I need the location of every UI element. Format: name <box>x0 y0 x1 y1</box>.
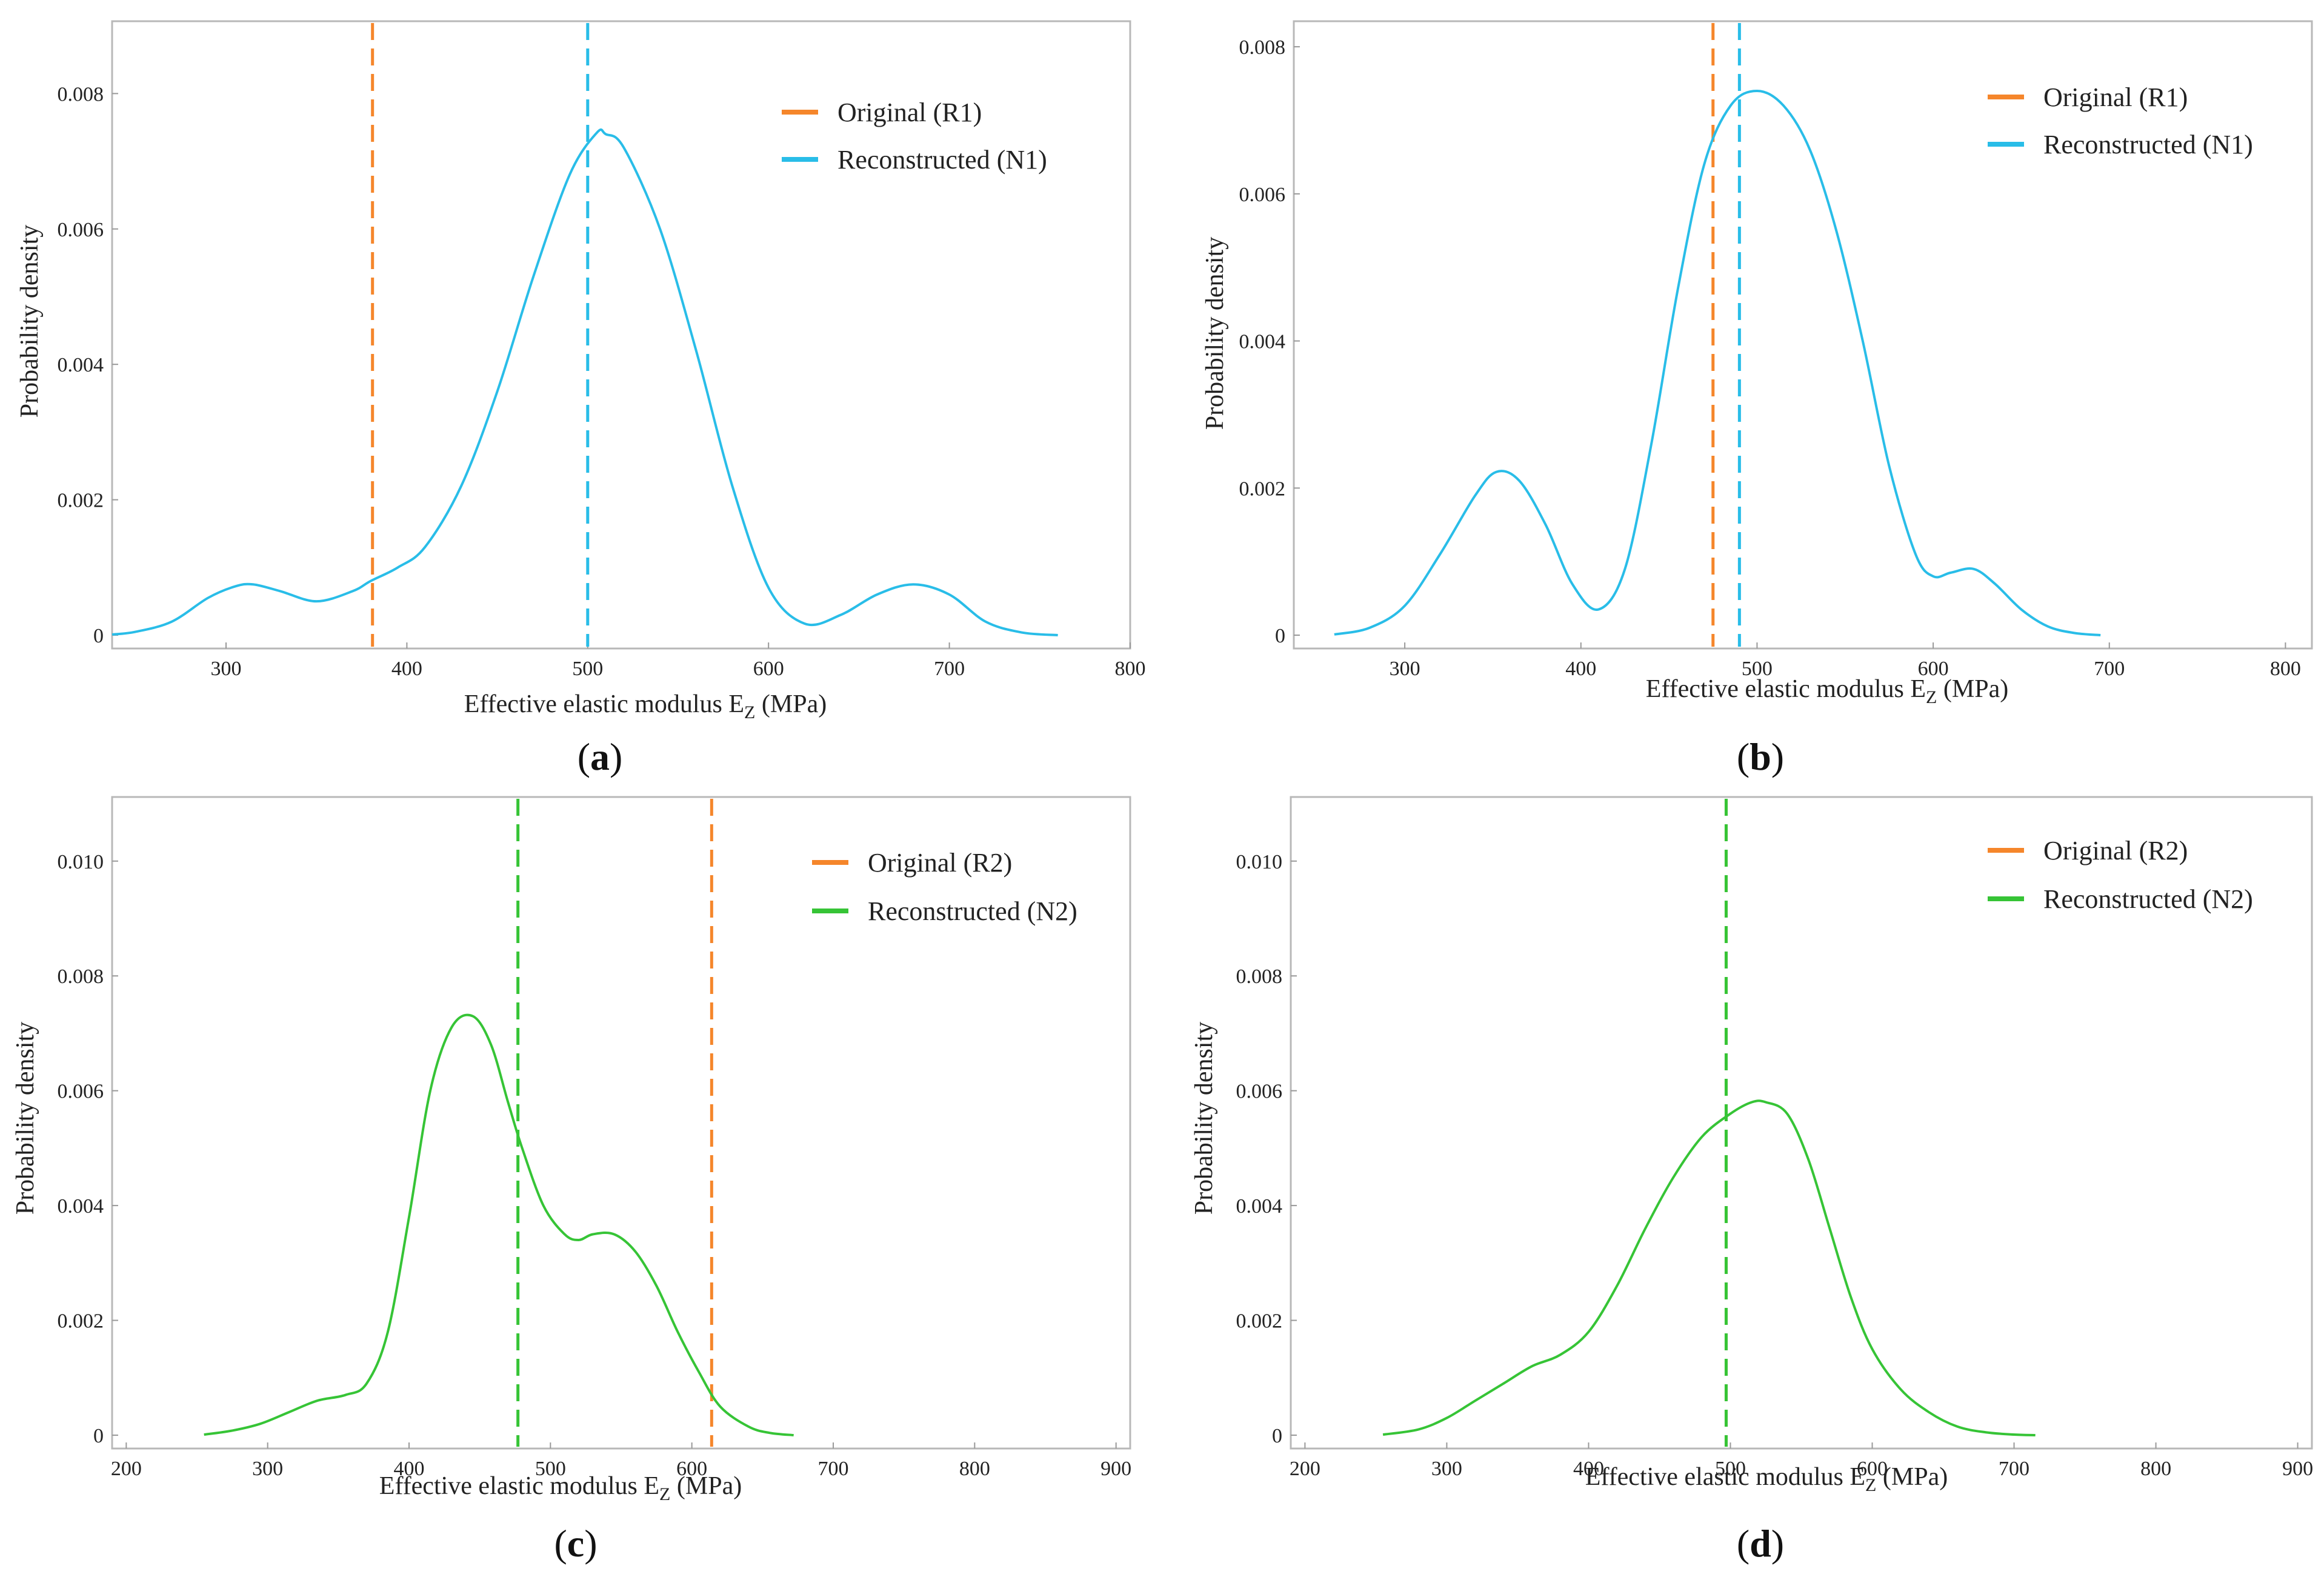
x-tick-label: 200 <box>111 1458 142 1480</box>
y-axis-title: Probability density <box>1201 237 1229 430</box>
x-tick-label: 700 <box>1999 1458 2029 1480</box>
panel-label-a: (a) <box>578 735 623 778</box>
x-tick-label: 400 <box>394 1458 425 1480</box>
legend-original-label: Original (R1) <box>837 98 982 127</box>
y-axis-title: Probability density <box>16 225 44 418</box>
x-tick-label: 500 <box>535 1458 566 1480</box>
y-tick-label: 0 <box>93 625 104 647</box>
y-tick-label: 0.006 <box>58 219 104 241</box>
y-tick-label: 0 <box>93 1425 104 1447</box>
panel-a-chart: 300 400 500 600 700 80000.0020.0040.0060.008 … <box>16 20 1146 778</box>
y-tick-label: 0.002 <box>58 1310 104 1333</box>
legend-reconstructed-label: Reconstructed (N1) <box>2043 130 2253 159</box>
y-tick-label: 0.008 <box>58 83 104 105</box>
x-tick-label: 700 <box>818 1458 849 1480</box>
y-tick-label: 0.002 <box>58 490 104 512</box>
density-curve <box>1382 1099 2036 1436</box>
panel-label-d: (d) <box>1737 1522 1784 1565</box>
x-tick-label: 300 <box>1390 658 1420 680</box>
y-tick-label: 0 <box>1275 625 1285 647</box>
x-tick-label: 300 <box>210 658 241 680</box>
legend-original-label: Original (R1) <box>2043 82 2188 112</box>
x-tick-label: 600 <box>1918 658 1949 680</box>
y-tick-label: 0 <box>1272 1425 1282 1447</box>
panel-d-chart: 200 300 400 500 600 700 800 900 0 0.002 0.004 0.006… <box>1190 796 2313 1565</box>
y-tick-label: 0.002 <box>1236 1310 1283 1333</box>
x-tick-label: 800 <box>1115 658 1146 680</box>
legend-reconstructed-label: Reconstructed (N2) <box>868 896 1077 926</box>
y-tick-label: 0.010 <box>1236 851 1283 873</box>
panel-a-frame <box>111 20 1131 650</box>
density-curve <box>204 1013 794 1436</box>
x-tick-label: 600 <box>753 658 784 680</box>
x-axis-title: Effective elastic modulus EZ (MPa) <box>464 690 827 722</box>
x-tick-label: 700 <box>934 658 965 680</box>
panel-b-chart: 300 400 500 600 700 80000.0020.0040.0060.008 … <box>1201 20 2313 778</box>
y-tick-label: 0.010 <box>58 851 104 873</box>
y-tick-label: 0.008 <box>1236 965 1283 988</box>
x-tick-label: 700 <box>2094 658 2125 680</box>
x-tick-label: 500 <box>1715 1458 1746 1480</box>
y-tick-label: 0.004 <box>1236 1195 1283 1218</box>
x-tick-label: 900 <box>2282 1458 2313 1480</box>
x-tick-label: 300 <box>1431 1458 1462 1480</box>
y-tick-label: 0.006 <box>58 1081 104 1103</box>
density-curve <box>112 128 1058 636</box>
y-tick-label: 0.004 <box>1239 331 1286 353</box>
panel-d-frame <box>1290 796 2313 1450</box>
x-tick-label: 800 <box>2270 658 2301 680</box>
legend-original-label: Original (R2) <box>868 848 1012 878</box>
y-tick-label: 0.006 <box>1236 1081 1283 1103</box>
x-axis-title: Effective elastic modulus EZ (MPa) <box>1585 1463 1948 1495</box>
y-axis-title: Probability density <box>12 1022 39 1215</box>
x-axis-title: Effective elastic modulus EZ (MPa) <box>1646 675 2008 707</box>
y-tick-label: 0.002 <box>1239 478 1286 500</box>
x-tick-label: 500 <box>572 658 603 680</box>
x-tick-label: 300 <box>252 1458 283 1480</box>
legend-original-label: Original (R2) <box>2043 836 2188 865</box>
panel-label-c: (c) <box>554 1522 597 1565</box>
y-tick-label: 0.006 <box>1239 184 1286 206</box>
panel-label-b: (b) <box>1737 735 1784 778</box>
x-tick-label: 900 <box>1100 1458 1131 1480</box>
x-tick-label: 600 <box>1857 1458 1888 1480</box>
x-tick-label: 400 <box>1565 658 1596 680</box>
y-tick-label: 0.004 <box>58 354 104 376</box>
x-tick-label: 400 <box>391 658 422 680</box>
y-tick-label: 0.008 <box>1239 36 1286 59</box>
x-tick-label: 200 <box>1290 1458 1320 1480</box>
x-tick-label: 600 <box>676 1458 707 1480</box>
y-tick-label: 0.004 <box>58 1195 104 1218</box>
legend-reconstructed-label: Reconstructed (N2) <box>2043 884 2253 914</box>
panel-b-frame <box>1293 20 2313 650</box>
y-axis-title: Probability density <box>1190 1022 1218 1215</box>
x-tick-label: 400 <box>1573 1458 1604 1480</box>
x-tick-label: 800 <box>2140 1458 2171 1480</box>
x-axis-title: Effective elastic modulus EZ (MPa) <box>379 1472 742 1504</box>
panel-c-chart: 200 300 400 500 600 700 800 900 0 0.002 0.004 0.006… <box>12 796 1131 1565</box>
panel-c-frame <box>111 796 1131 1450</box>
x-tick-label: 800 <box>959 1458 990 1480</box>
density-curve <box>1334 89 2101 636</box>
legend-reconstructed-label: Reconstructed (N1) <box>837 145 1047 175</box>
y-tick-label: 0.008 <box>58 965 104 988</box>
x-tick-label: 500 <box>1742 658 1773 680</box>
